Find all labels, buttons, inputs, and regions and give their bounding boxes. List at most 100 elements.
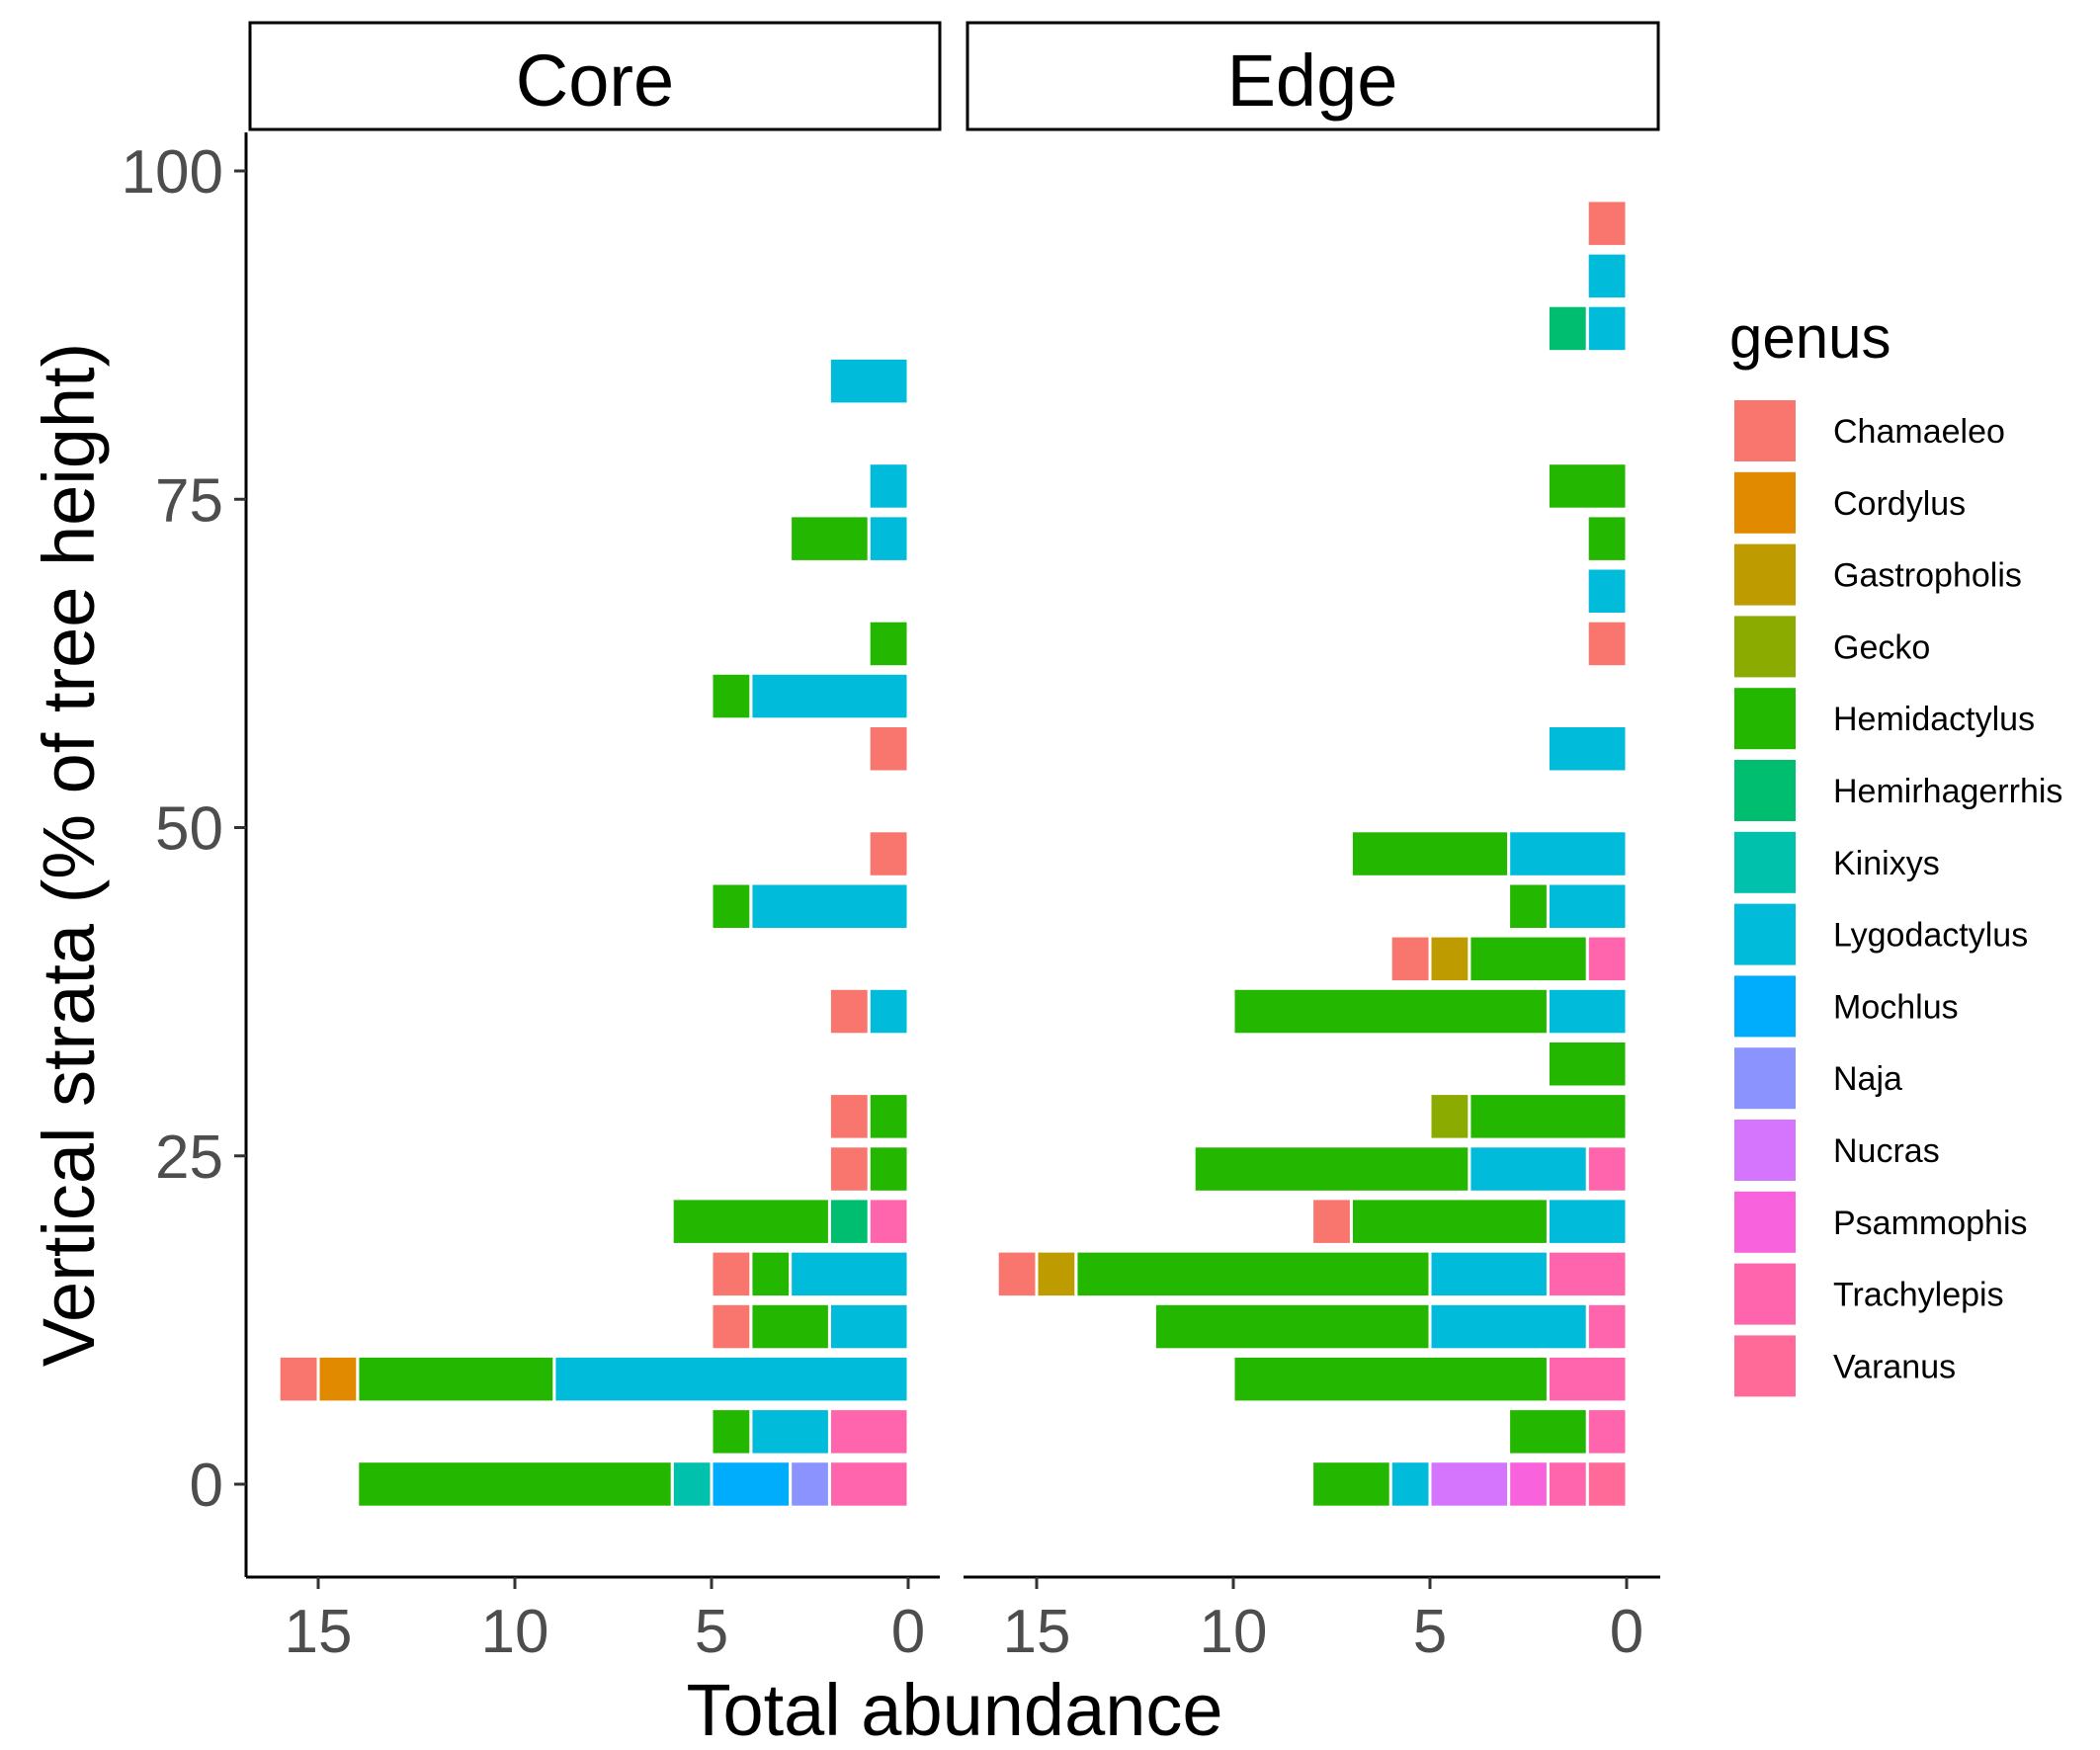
bar-segment-core-lygodactylus [749, 671, 910, 721]
bar-segment-core-naja [789, 1459, 831, 1509]
bar-segment-core-trachylepis [867, 1197, 910, 1246]
x-tick-label: 10 [1200, 1598, 1268, 1666]
bar-segment-core-kinixys [670, 1459, 714, 1509]
bar-segment-edge-trachylepis [1585, 1144, 1629, 1194]
legend-key-cordylus [1734, 471, 1796, 534]
bar-segment-edge-hemidactylus [1231, 986, 1550, 1037]
bar-segment-edge-lygodactylus [1546, 986, 1629, 1037]
bar-segment-edge-nucras [1428, 1459, 1511, 1509]
bar-segment-edge-gastropholis [1428, 934, 1471, 984]
y-tick-label: 50 [155, 795, 223, 864]
legend-key-chamaeleo [1734, 400, 1796, 461]
bar-segment-core-trachylepis [827, 1407, 910, 1457]
bar-segment-edge-gecko [1428, 1092, 1471, 1141]
x-tick-label: 10 [481, 1598, 549, 1666]
legend-label-nucras: Nucras [1833, 1132, 1940, 1170]
bar-segment-edge-hemidactylus [1310, 1459, 1392, 1509]
bar-segment-core-chamaeleo [277, 1354, 320, 1404]
bar-segment-core-lygodactylus [789, 1249, 910, 1299]
y-axis-title: Vertical strata (% of tree height) [28, 343, 110, 1367]
legend-key-gastropholis [1734, 543, 1796, 606]
bar-segment-core-lygodactylus [749, 1407, 831, 1457]
bar-segment-edge-lygodactylus [1428, 1301, 1589, 1352]
bar-segment-core-chamaeleo [710, 1249, 753, 1299]
panel-edge: Edge 15 10 5 0 [964, 21, 1660, 1666]
bar-segment-edge-varanus [1585, 1459, 1629, 1509]
legend-label-mochlus: Mochlus [1833, 988, 1959, 1026]
bar-segment-core-hemidactylus [749, 1249, 793, 1299]
bar-segment-core-lygodactylus [749, 881, 910, 931]
bar-segment-core-hemidactylus [867, 1092, 910, 1141]
bar-segment-edge-hemidactylus [1152, 1301, 1432, 1352]
legend-title: genus [1729, 304, 1890, 371]
bar-segment-core-lygodactylus [867, 514, 910, 563]
bar-segment-core-chamaeleo [867, 829, 910, 878]
legend-key-kinixys [1734, 831, 1796, 893]
bar-segment-core-hemidactylus [867, 619, 910, 669]
bar-segment-edge-lygodactylus [1428, 1249, 1550, 1299]
legend-label-gecko: Gecko [1833, 628, 1930, 666]
legend-key-varanus [1734, 1335, 1796, 1397]
y-tick-label: 25 [155, 1124, 223, 1192]
bar-segment-core-hemidactylus [356, 1459, 674, 1509]
bar-segment-edge-trachylepis [1585, 1407, 1629, 1457]
bar-segment-edge-hemidactylus [1507, 881, 1550, 931]
strip-label-core: Core [516, 40, 674, 122]
bar-segment-edge-hemidactylus [1468, 1092, 1629, 1141]
legend-label-naja: Naja [1833, 1060, 1902, 1098]
bar-segment-edge-hemidactylus [1585, 514, 1629, 563]
legend-label-cordylus: Cordylus [1833, 485, 1966, 523]
bar-segment-edge-lygodactylus [1585, 566, 1629, 616]
bar-segment-edge-chamaeleo [1585, 619, 1629, 669]
bar-segment-edge-trachylepis [1546, 1354, 1629, 1404]
bar-segment-edge-trachylepis [1585, 1301, 1629, 1352]
bar-segment-edge-hemidactylus [1349, 829, 1511, 878]
bar-segment-edge-lygodactylus [1546, 724, 1629, 774]
bar-segment-edge-trachylepis [1546, 1249, 1629, 1299]
bar-segment-core-hemirhagerrhis [827, 1197, 871, 1246]
bar-segment-edge-hemidactylus [1349, 1197, 1550, 1246]
bar-segment-core-hemidactylus [710, 671, 753, 721]
x-tick-label: 0 [891, 1598, 925, 1666]
bar-segment-edge-hemidactylus [1192, 1144, 1471, 1194]
x-tick-label: 15 [1003, 1598, 1071, 1666]
legend-label-lygodactylus: Lygodactylus [1833, 917, 2028, 955]
bar-segment-edge-hemirhagerrhis [1546, 303, 1589, 354]
legend-label-hemidactylus: Hemidactylus [1833, 701, 2035, 738]
x-ticks-edge: 15 10 5 0 [1003, 1577, 1643, 1666]
bar-segment-core-hemidactylus [710, 1407, 753, 1457]
y-tick-label: 100 [122, 138, 223, 207]
bar-segment-edge-lygodactylus [1468, 1144, 1589, 1194]
legend-key-nucras [1734, 1120, 1796, 1181]
x-tick-label: 0 [1610, 1598, 1643, 1666]
bar-segment-edge-chamaeleo [1388, 934, 1432, 984]
bar-segment-edge-hemidactylus [1546, 1040, 1629, 1089]
legend-key-lygodactylus [1734, 903, 1796, 965]
x-tick-label: 15 [285, 1598, 353, 1666]
y-ticks: 0 25 50 75 100 [122, 138, 246, 1520]
bar-segment-core-hemidactylus [867, 1144, 910, 1194]
bar-segment-edge-trachylepis [1585, 934, 1629, 984]
y-tick-label: 0 [190, 1452, 223, 1520]
bar-segment-edge-trachylepis [1546, 1459, 1589, 1509]
bar-segment-edge-hemidactylus [1231, 1354, 1550, 1404]
legend-key-psammophis [1734, 1191, 1796, 1253]
x-tick-label: 5 [1413, 1598, 1447, 1666]
bar-segment-edge-psammophis [1507, 1459, 1550, 1509]
bar-segment-edge-hemidactylus [1507, 1407, 1589, 1457]
legend: genus Chamaeleo Cordylus Gastropholis Gecko… [1729, 304, 2062, 1397]
legend-key-hemidactylus [1734, 688, 1796, 750]
bar-segment-core-mochlus [710, 1459, 793, 1509]
bar-segment-edge-chamaeleo [995, 1249, 1039, 1299]
legend-label-varanus: Varanus [1833, 1348, 1956, 1385]
x-tick-label: 5 [695, 1598, 728, 1666]
bars-edge [995, 199, 1629, 1509]
legend-label-gastropholis: Gastropholis [1833, 557, 2022, 595]
bar-segment-core-lygodactylus [867, 986, 910, 1037]
bar-segment-core-chamaeleo [827, 986, 871, 1037]
bar-segment-edge-lygodactylus [1546, 881, 1629, 931]
x-ticks-core: 15 10 5 0 [285, 1577, 925, 1666]
legend-key-hemirhagerrhis [1734, 760, 1796, 821]
bar-segment-core-chamaeleo [827, 1144, 871, 1194]
bar-segment-core-chamaeleo [710, 1301, 753, 1352]
